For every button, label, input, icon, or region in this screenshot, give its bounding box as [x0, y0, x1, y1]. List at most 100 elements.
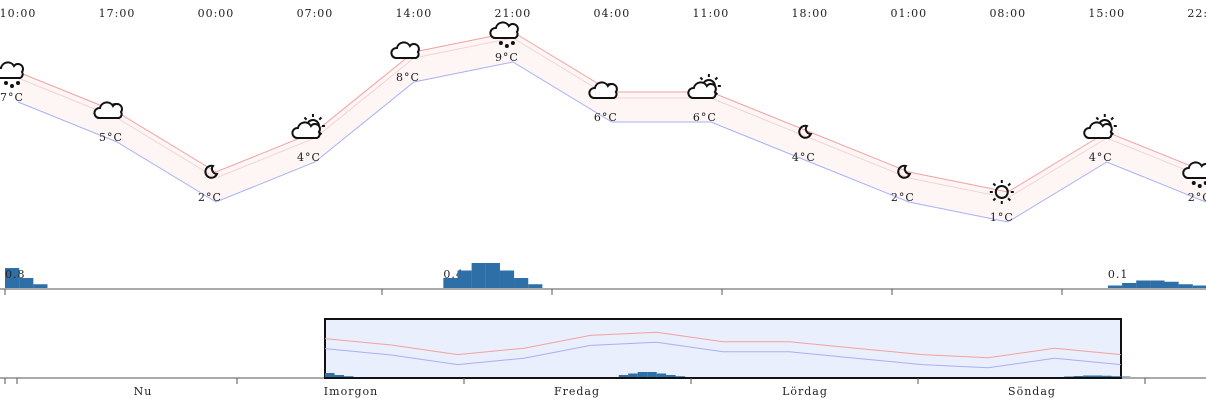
nav-precip	[647, 372, 657, 377]
ray	[1007, 197, 1011, 202]
time-label: 22:00	[1187, 7, 1206, 20]
nav-precip	[656, 373, 667, 377]
time-label: 01:00	[890, 7, 927, 20]
drop	[10, 84, 14, 88]
temperature-label: 9°C	[495, 51, 519, 64]
nav-precip	[628, 373, 638, 377]
time-label: 11:00	[693, 7, 730, 20]
weather-icon	[204, 164, 219, 179]
precip-bar	[1136, 280, 1151, 288]
drop	[498, 41, 503, 45]
weather-icon	[897, 164, 912, 179]
day-label: Imorgon	[324, 385, 378, 398]
weather-icon	[489, 21, 519, 48]
day-label: Fredag	[554, 385, 600, 398]
ray	[992, 197, 997, 202]
temperature-label: 1°C	[990, 211, 1014, 224]
sun	[994, 185, 1009, 199]
nav-precip	[1102, 375, 1112, 377]
time-label: 21:00	[495, 7, 532, 20]
drop	[510, 41, 515, 45]
time-label: 04:00	[594, 7, 631, 20]
precip-bar	[1192, 285, 1206, 288]
ray	[992, 182, 997, 187]
weather-icon	[93, 101, 123, 119]
temperature-band	[18, 32, 1206, 222]
ray	[1007, 182, 1011, 187]
lower-line	[17, 61, 1206, 223]
moon	[204, 164, 219, 179]
precip-bar	[443, 278, 458, 288]
temperature-label: 5°C	[99, 131, 123, 144]
ray	[1110, 116, 1114, 121]
weather-icon	[1083, 114, 1117, 139]
precip-bar	[1150, 280, 1165, 288]
ray	[1095, 116, 1100, 121]
precip-bar	[528, 284, 543, 288]
precip-label: 0.1	[1108, 268, 1129, 281]
moon	[798, 124, 813, 139]
cloud	[93, 101, 123, 119]
time-label: 15:00	[1088, 7, 1125, 20]
nav-precip	[666, 375, 676, 377]
cloud	[0, 61, 24, 79]
moon	[897, 164, 912, 179]
precip-bar	[1178, 284, 1193, 288]
nav-precip	[637, 372, 648, 377]
cloud	[291, 121, 321, 139]
weather-icon	[798, 124, 813, 139]
temperature-label: 6°C	[594, 111, 618, 124]
ray	[714, 76, 719, 81]
weather-icon	[1182, 161, 1206, 188]
nav-precip	[325, 373, 335, 377]
time-label: 00:00	[198, 7, 235, 20]
precip-bar	[471, 263, 486, 288]
day-label: Nu	[134, 385, 153, 398]
precip-bar	[1164, 281, 1179, 288]
precip-bar	[457, 270, 472, 288]
nav-precip	[1083, 375, 1093, 377]
weather-icon	[687, 74, 721, 99]
time-label: 18:00	[791, 7, 828, 20]
precip-bar	[514, 278, 529, 288]
precip-bar	[1107, 285, 1123, 288]
nav-precip	[1111, 376, 1122, 377]
temperature-label: 2°C	[198, 191, 222, 204]
time-label: 08:00	[989, 7, 1026, 20]
weather-icon	[989, 180, 1014, 204]
temperature-label: 2°C	[891, 191, 915, 204]
nav-precip	[1121, 376, 1131, 377]
cloud	[687, 81, 717, 99]
weather-icon	[291, 114, 325, 139]
time-label: 14:00	[396, 7, 433, 20]
nav-precip	[334, 375, 344, 377]
ray	[699, 76, 704, 81]
cloud	[489, 21, 519, 39]
nav-precip	[1064, 376, 1074, 377]
drop	[4, 81, 8, 85]
precip-bar	[33, 284, 48, 288]
ray	[318, 116, 323, 121]
drop	[504, 44, 509, 48]
drop	[1191, 181, 1196, 185]
precip-label: 0.8	[5, 268, 26, 281]
precip-bar	[19, 278, 34, 288]
time-label: 07:00	[297, 7, 334, 20]
time-label: 10:00	[0, 7, 36, 20]
cloud	[1182, 161, 1206, 179]
day-label: Söndag	[1008, 385, 1056, 398]
precip-bar	[1122, 283, 1137, 288]
temperature-label: 7°C	[0, 91, 24, 104]
nav-upper	[324, 331, 1122, 359]
navigator-selection[interactable]	[324, 318, 1122, 379]
cloud	[390, 41, 420, 59]
precip-bar	[485, 263, 500, 288]
nav-precip	[675, 376, 686, 377]
nav-precip	[343, 376, 354, 377]
cloud	[588, 81, 618, 99]
drop	[1197, 184, 1202, 188]
nav-lower	[324, 341, 1122, 369]
precip-bar	[499, 270, 515, 288]
